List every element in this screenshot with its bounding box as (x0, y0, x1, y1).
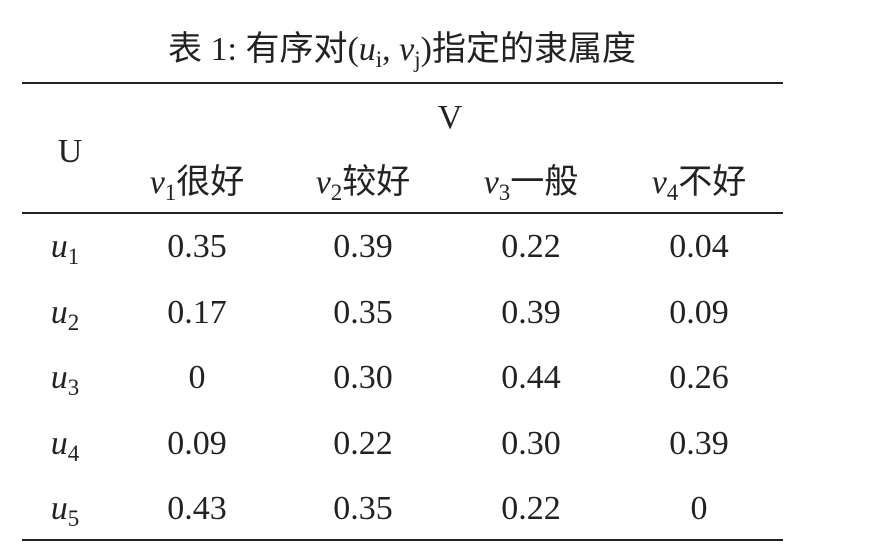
subscript: 3 (498, 180, 511, 205)
cell: 0.39 (333, 228, 393, 265)
cell: 0.30 (501, 424, 561, 462)
cell: 0.22 (501, 490, 561, 527)
caption-text: )指定的隶属度 (420, 31, 636, 68)
caption: 表 1: 有序对(ui, vj)指定的隶属度 (168, 30, 636, 72)
table-cell: 0.39 (669, 424, 729, 464)
table-cell: 0.44 (501, 358, 561, 398)
variable: v (399, 31, 415, 68)
variable: v (149, 164, 165, 201)
cell: 0.39 (501, 293, 561, 331)
cell: 0.35 (333, 293, 393, 331)
table-cell: 0.35 (333, 293, 393, 333)
cell: 0.22 (333, 424, 393, 462)
table-cell: 0.09 (669, 293, 729, 333)
variable: v (651, 164, 667, 201)
variable: u (358, 31, 376, 68)
variable: u (50, 293, 68, 331)
row-label: u5 (50, 489, 80, 531)
variable: u (50, 359, 68, 396)
cell: 0.30 (333, 359, 393, 396)
cell: 0.09 (669, 293, 729, 331)
cell: 0.09 (167, 424, 227, 462)
cell: 0.26 (669, 359, 729, 396)
table-cell: 0.35 (333, 489, 393, 529)
row-header-cell: U (58, 132, 83, 172)
row-label: u3 (50, 358, 80, 400)
subscript: 4 (666, 180, 679, 205)
mid-rule (22, 212, 783, 214)
column-header: v1很好 (149, 163, 245, 205)
table-cell: 0.22 (501, 227, 561, 267)
table-cell: 0.22 (501, 489, 561, 529)
cell: 0.35 (167, 228, 227, 265)
table-cell: 0.30 (501, 424, 561, 464)
cell: 0 (188, 359, 206, 396)
row-label: u1 (50, 227, 80, 269)
cell: 0 (690, 490, 708, 527)
column-label: 较好 (342, 164, 411, 201)
cell: 0.22 (501, 228, 561, 265)
row-label: u2 (50, 293, 80, 335)
caption-text: , (382, 31, 400, 68)
subscript: 4 (67, 440, 80, 466)
column-label: 一般 (510, 164, 579, 201)
row-label: u4 (50, 424, 80, 466)
table-cell: 0.43 (167, 489, 227, 529)
caption-text: 表 1: 有序对( (168, 31, 359, 68)
table-cell: 0.30 (333, 358, 393, 398)
bottom-rule (22, 539, 783, 541)
column-header: v3一般 (483, 163, 579, 205)
table-cell: 0 (189, 358, 206, 398)
group-header-cell: V (438, 98, 463, 138)
cell: 0.43 (167, 490, 227, 527)
table-cell: 0.35 (167, 227, 227, 267)
column-label: 很好 (176, 164, 245, 201)
subscript: 1 (164, 180, 177, 205)
column-label: 不好 (678, 164, 747, 201)
cell: 0.17 (167, 293, 227, 331)
table-cell: 0.09 (167, 424, 227, 464)
subscript: i (375, 47, 383, 72)
variable: u (50, 228, 68, 265)
subscript: j (414, 47, 421, 72)
table-cell: 0.22 (333, 424, 393, 464)
variable: u (50, 490, 68, 527)
cell: 0.04 (669, 228, 729, 265)
table-cell: 0 (691, 489, 708, 529)
subscript: 2 (67, 309, 80, 335)
subscript: 5 (67, 506, 80, 531)
subscript: 2 (330, 180, 343, 205)
table-cell: 0.26 (669, 358, 729, 398)
cell: 0.44 (501, 359, 561, 396)
group-header: V (437, 99, 463, 136)
table-cell: 0.04 (669, 227, 729, 267)
subscript: 1 (67, 244, 80, 269)
variable: u (50, 424, 68, 462)
cell: 0.39 (669, 424, 729, 462)
table-cell: 0.39 (501, 293, 561, 333)
top-rule (22, 82, 783, 84)
column-header: v2较好 (315, 163, 411, 205)
column-header: v4不好 (651, 163, 747, 205)
table-cell: 0.39 (333, 227, 393, 267)
cell: 0.35 (333, 490, 393, 527)
subscript: 3 (67, 375, 80, 400)
row-header: U (57, 133, 83, 170)
variable: v (483, 164, 499, 201)
table-cell: 0.17 (167, 293, 227, 333)
variable: v (315, 164, 331, 201)
